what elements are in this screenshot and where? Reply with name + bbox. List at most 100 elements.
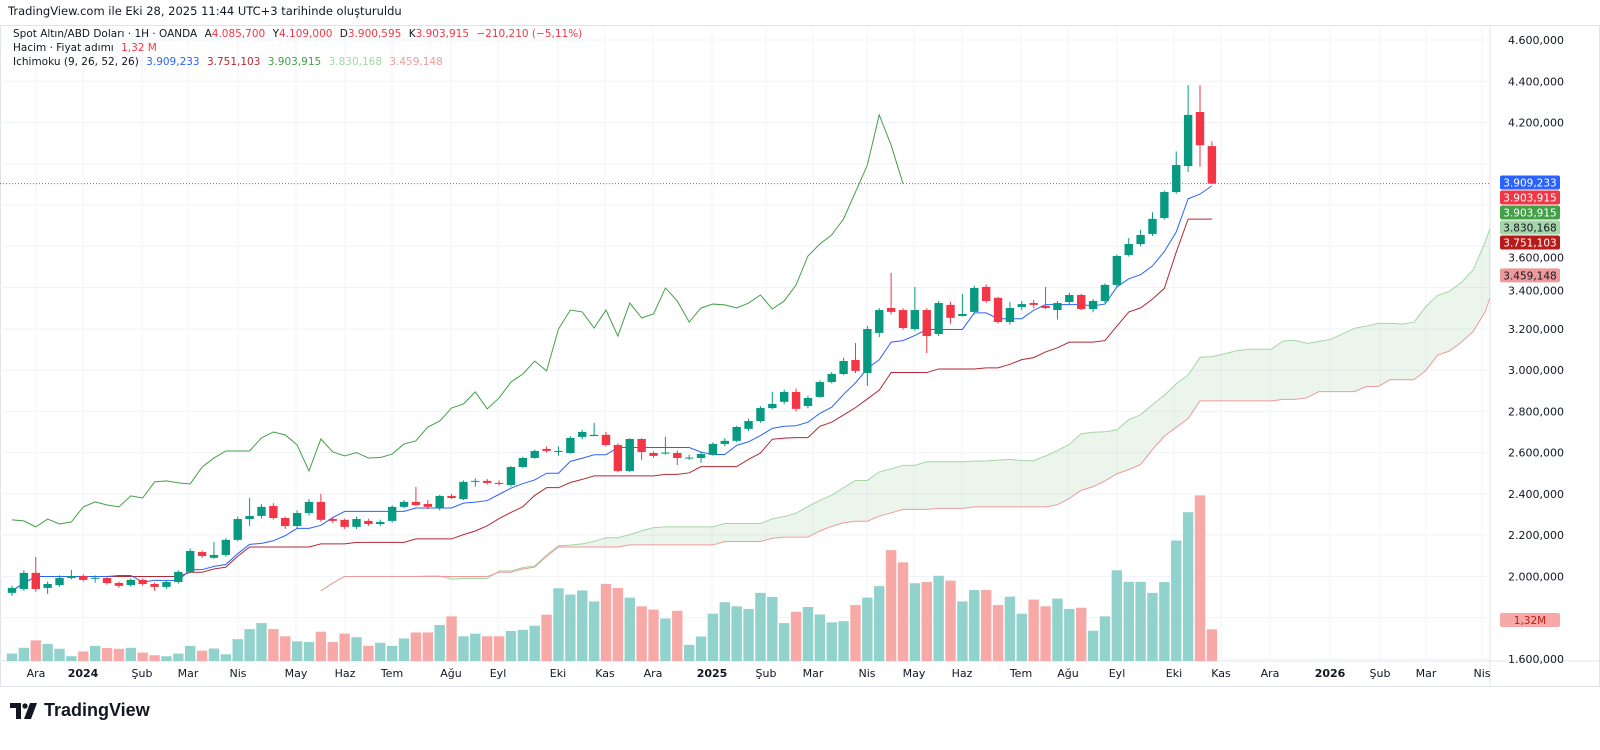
candle-body bbox=[898, 310, 908, 328]
volume-bar bbox=[422, 632, 433, 661]
volume-bar bbox=[173, 653, 184, 661]
candle-body bbox=[31, 572, 40, 589]
volume-bar bbox=[78, 651, 89, 661]
candle bbox=[981, 284, 991, 304]
volume-bar bbox=[1194, 495, 1206, 661]
candle-body bbox=[423, 503, 432, 507]
time-tick-label: Kas bbox=[1211, 667, 1231, 680]
candle-body bbox=[209, 554, 219, 558]
candle bbox=[518, 456, 528, 469]
price-badge: 3.909,233 bbox=[1500, 175, 1560, 190]
price-axis[interactable]: 4.600,000 4.400,000 4.200,000 3.600,000 3.40… bbox=[1500, 34, 1564, 666]
price-badge: 3.751,103 bbox=[1500, 235, 1560, 250]
candle bbox=[150, 582, 159, 591]
candle bbox=[910, 286, 920, 331]
legend-ichimoku-row[interactable]: Ichimoku (9, 26, 52, 26) 3.909,233 3.751… bbox=[13, 55, 582, 69]
time-tick-label: Eki bbox=[550, 667, 566, 680]
candle-body bbox=[673, 453, 682, 458]
candle bbox=[673, 450, 682, 465]
volume-bar bbox=[89, 645, 101, 661]
candle-body bbox=[1077, 294, 1086, 310]
price-badge: 3.830,168 bbox=[1500, 220, 1560, 235]
candle bbox=[993, 296, 1003, 324]
candle bbox=[554, 446, 563, 456]
price-tick-label: 4.400,000 bbox=[1508, 75, 1564, 88]
candle bbox=[732, 425, 741, 443]
volume-bar bbox=[909, 583, 921, 661]
candle bbox=[328, 516, 337, 523]
candle bbox=[1005, 302, 1015, 325]
candle bbox=[637, 438, 646, 460]
candle-body bbox=[886, 307, 896, 312]
candle bbox=[791, 388, 801, 412]
time-tick-label: Mar bbox=[178, 667, 199, 680]
price-badge-text: 3.751,103 bbox=[1503, 238, 1556, 250]
price-tick-label: 2.600,000 bbox=[1508, 447, 1564, 460]
volume-bar bbox=[113, 648, 125, 661]
candle bbox=[1065, 292, 1074, 305]
candle bbox=[376, 519, 385, 526]
volume-bar bbox=[1111, 570, 1123, 661]
candle bbox=[269, 503, 278, 520]
candle-body bbox=[90, 577, 100, 579]
candle-body bbox=[756, 408, 765, 422]
candle-body bbox=[1195, 111, 1205, 146]
volume-bar bbox=[125, 647, 136, 661]
ichimoku-kijun-line bbox=[11, 218, 1212, 592]
candle bbox=[780, 389, 789, 405]
candle-body bbox=[352, 519, 361, 527]
volume-bar bbox=[66, 656, 77, 661]
candle-body bbox=[1005, 307, 1015, 323]
grid bbox=[0, 25, 1490, 661]
candle bbox=[649, 451, 658, 458]
candle bbox=[875, 308, 884, 338]
candle bbox=[1100, 283, 1110, 304]
volume-bar bbox=[493, 636, 505, 661]
chikou-value: 3.903,915 bbox=[267, 56, 322, 68]
candle bbox=[304, 499, 314, 516]
legend-symbol-row[interactable]: Spot Altın/ABD Doları · 1H · OANDA A4.08… bbox=[13, 27, 582, 41]
candle-body bbox=[613, 444, 623, 471]
candle-body bbox=[114, 582, 124, 586]
time-tick-label: Ağu bbox=[440, 667, 461, 680]
candle-body bbox=[910, 310, 920, 330]
volume-bar bbox=[42, 643, 53, 661]
candle-body bbox=[696, 454, 706, 458]
time-tick-label: Şub bbox=[1370, 667, 1391, 680]
candle-body bbox=[506, 467, 516, 485]
candle-body bbox=[1172, 165, 1181, 193]
candle bbox=[292, 510, 302, 528]
volume-bar bbox=[743, 608, 754, 661]
candle-body bbox=[186, 551, 195, 572]
volume-bar bbox=[565, 594, 576, 661]
time-tick-label: Nis bbox=[858, 667, 875, 680]
volume-bar bbox=[375, 642, 386, 661]
span-a-value: 3.830,168 bbox=[328, 56, 383, 68]
candle-body bbox=[1017, 304, 1026, 307]
volume-bar bbox=[244, 629, 255, 661]
plot-area[interactable] bbox=[6, 85, 1521, 661]
volume-value: 1,32 M bbox=[121, 42, 157, 54]
candle-body bbox=[922, 310, 931, 337]
legend-volume-row[interactable]: Hacim · Fiyat adımı 1,32 M bbox=[13, 41, 582, 55]
time-tick-label: May bbox=[903, 667, 926, 680]
candle bbox=[851, 343, 860, 374]
candle bbox=[281, 516, 290, 529]
candle bbox=[886, 272, 896, 315]
time-axis[interactable]: Ara 2024 Şub Mar Nis May Haz Tem Ağu Eyl Eki Kas Ara… bbox=[27, 667, 1491, 680]
candle bbox=[55, 575, 64, 587]
volume-bar bbox=[707, 613, 719, 661]
price-badge-text: 3.903,915 bbox=[1503, 193, 1556, 205]
volume-bar bbox=[1064, 608, 1075, 661]
volume-bar bbox=[446, 616, 457, 661]
candle bbox=[1053, 300, 1062, 320]
candle-body bbox=[150, 584, 159, 587]
candle bbox=[1148, 212, 1157, 236]
time-tick-label: Eyl bbox=[1109, 667, 1126, 680]
tradingview-logo[interactable]: TradingView bbox=[10, 700, 150, 721]
volume-bar bbox=[185, 645, 196, 661]
span-b-value: 3.459,148 bbox=[389, 56, 443, 68]
volume-bar bbox=[6, 653, 18, 661]
volume-bar bbox=[695, 636, 707, 661]
